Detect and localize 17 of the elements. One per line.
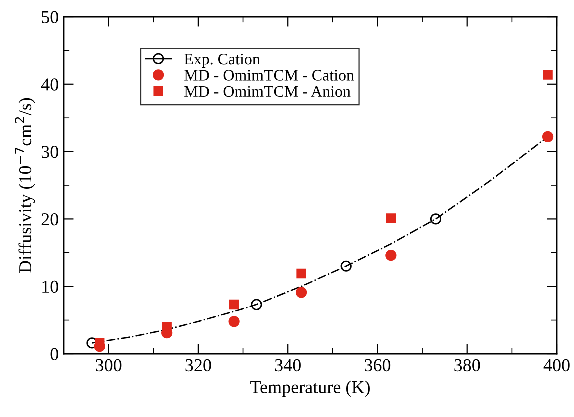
x-tick-label: 340 — [275, 359, 301, 372]
y-axis-title: Diffusivity (10$^{−7}$cm$^{2}$/s) — [15, 98, 36, 273]
x-tick-label: 380 — [454, 359, 480, 372]
legend-label: MD - OmimTCM - Cation — [184, 70, 354, 81]
x-axis-title: Temperature (K) — [250, 380, 370, 398]
legend-label: Exp. Cation — [184, 54, 260, 68]
y-tick-label: 10 — [42, 280, 58, 294]
y-tick-label: 50 — [42, 11, 58, 24]
x-tick-label: 300 — [96, 359, 122, 372]
y-tick-label: 0 — [50, 348, 58, 360]
x-tick-label: 320 — [186, 359, 212, 372]
legend-label: MD - OmimTCM - Anion — [184, 86, 351, 98]
y-tick-label: 20 — [42, 213, 58, 226]
y-tick-label: 40 — [41, 78, 58, 91]
x-tick-label: 400 — [544, 359, 570, 372]
x-tick-label: 360 — [365, 359, 391, 372]
y-tick-label: 30 — [42, 146, 58, 158]
